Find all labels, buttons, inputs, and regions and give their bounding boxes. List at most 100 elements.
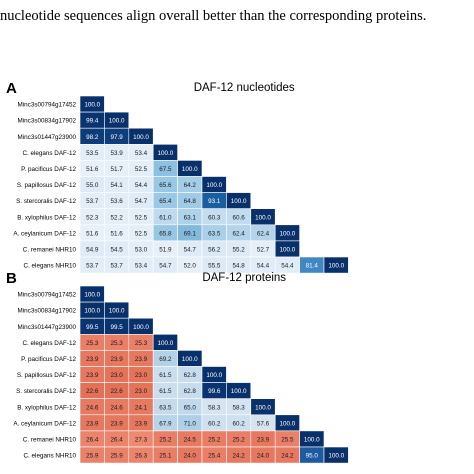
cell-value-label: 23.9 [135,356,148,363]
cell-value-label: 23.0 [135,372,148,379]
cell-value-label: 95.0 [306,453,319,460]
cell-value-label: 71.0 [184,420,197,427]
cell-value-label: 52.3 [86,214,99,221]
cell-value-label: 100.0 [231,198,247,205]
cell-value-label: 53.4 [135,263,148,270]
cell-value-label: 100.0 [84,308,100,315]
heatmap-cell [323,446,349,464]
row-label: Minc3s01447g23900 [18,324,77,331]
cell-value-label: 53.9 [110,150,123,157]
cell-value-label: 23.0 [110,372,123,379]
row-label: Minc3s00794g17452 [18,102,77,109]
cell-value-label: 53.7 [86,198,99,205]
row-label: C. elegans NHR10 [24,263,77,270]
cell-value-label: 52.0 [184,263,197,270]
cell-value-label: 65.8 [159,230,172,237]
row-label: Minc3s01447g23900 [18,134,77,141]
cell-value-label: 26.4 [110,436,123,443]
row-label: P. pacificus DAF-12 [21,356,76,363]
cell-value-label: 100.0 [182,166,198,173]
cell-value-label: 53.7 [86,263,99,270]
cell-value-label: 55.0 [86,182,99,189]
cell-value-label: 24.2 [281,453,294,460]
cell-value-label: 61.5 [159,372,172,379]
cell-value-label: 52.7 [257,246,270,253]
cell-value-label: 51.6 [86,230,99,237]
cell-value-label: 61.0 [159,214,172,221]
cell-value-label: 62.8 [184,388,197,395]
cell-value-label: 60.3 [208,214,221,221]
cell-value-label: 99.4 [86,118,99,125]
cell-value-label: 22.6 [86,388,99,395]
cell-value-label: 24.5 [184,436,197,443]
heatmap-nucleotides: DAF-12 nucleotides Minc3s00794g17452 100.0… [13,82,349,274]
cell-value-label: 81.4 [306,263,319,270]
row-label: C. elegans DAF-12 [22,150,76,157]
cell-value-label: 100.0 [109,118,125,125]
cell-value-label: 23.9 [86,372,99,379]
cell-value-label: 55.2 [232,246,245,253]
row-label: S. papillosus DAF-12 [17,372,77,379]
row-label: A. ceylanicum DAF-12 [13,230,76,237]
cell-value-label: 54.4 [281,263,294,270]
cell-value-label: 23.9 [110,420,123,427]
cell-value-label: 25.3 [135,340,148,347]
cell-value-label: 65.6 [159,182,172,189]
cell-value-label: 60.2 [232,420,245,427]
cell-value-label: 62.8 [184,372,197,379]
cell-value-label: 54.9 [86,246,99,253]
cell-value-label: 25.2 [232,436,245,443]
cell-value-label: 53.5 [86,150,99,157]
cell-value-label: 24.6 [110,404,123,411]
row-label: S. stercoralis DAF-12 [16,198,76,205]
cell-value-label: 25.3 [86,340,99,347]
row-label: B. xylophilus DAF-12 [17,404,76,411]
cell-value-label: 99.6 [208,388,221,395]
cell-value-label: 67.9 [159,420,172,427]
cell-value-label: 26.3 [135,453,148,460]
cell-value-label: 54.7 [159,263,172,270]
cell-value-label: 52.2 [110,214,123,221]
cell-value-label: 100.0 [84,102,100,109]
cell-value-label: 64.8 [184,198,197,205]
chart-title: DAF-12 proteins [202,272,286,284]
cell-value-label: 24.0 [184,453,197,460]
cell-value-label: 24.1 [135,404,148,411]
cell-value-label: 25.1 [159,453,172,460]
heatmap-proteins: DAF-12 proteins Minc3s00794g17452 100.0 Min… [13,272,349,464]
cell-value-label: 51.9 [159,246,172,253]
cell-value-label: 25.5 [281,436,294,443]
cell-value-label: 24.6 [86,404,99,411]
cell-value-label: 52.5 [135,166,148,173]
intro-text: nucleotide sequences align overall bette… [0,8,427,24]
cell-value-label: 53.0 [135,246,148,253]
cell-value-label: 23.9 [135,420,148,427]
heatmap-cell [323,256,349,274]
cell-value-label: 62.4 [257,230,270,237]
cell-value-label: 100.0 [280,246,296,253]
cell-value-label: 100.0 [206,182,222,189]
cell-value-label: 54.8 [232,263,245,270]
row-label: P. pacificus DAF-12 [21,166,76,173]
cell-value-label: 53.7 [110,263,123,270]
cell-value-label: 100.0 [158,340,174,347]
cell-value-label: 25.2 [159,436,172,443]
cell-value-label: 51.7 [110,166,123,173]
cell-value-label: 51.6 [110,230,123,237]
cell-value-label: 100.0 [328,453,344,460]
cell-value-label: 62.4 [232,230,245,237]
panel-a-label: A [6,80,17,97]
cell-value-label: 58.3 [208,404,221,411]
row-label: A. ceylanicum DAF-12 [13,420,76,427]
cell-value-label: 54.7 [135,198,148,205]
cell-value-label: 53.6 [110,198,123,205]
cell-value-label: 26.4 [86,436,99,443]
cell-value-label: 100.0 [255,214,271,221]
cell-value-label: 54.7 [184,246,197,253]
cell-value-label: 25.3 [110,340,123,347]
cell-value-label: 100.0 [109,308,125,315]
cell-value-label: 24.0 [257,453,270,460]
row-label: Minc3s00834g17902 [18,308,77,315]
cell-value-label: 24.2 [232,453,245,460]
row-label: Minc3s00834g17902 [18,118,77,125]
